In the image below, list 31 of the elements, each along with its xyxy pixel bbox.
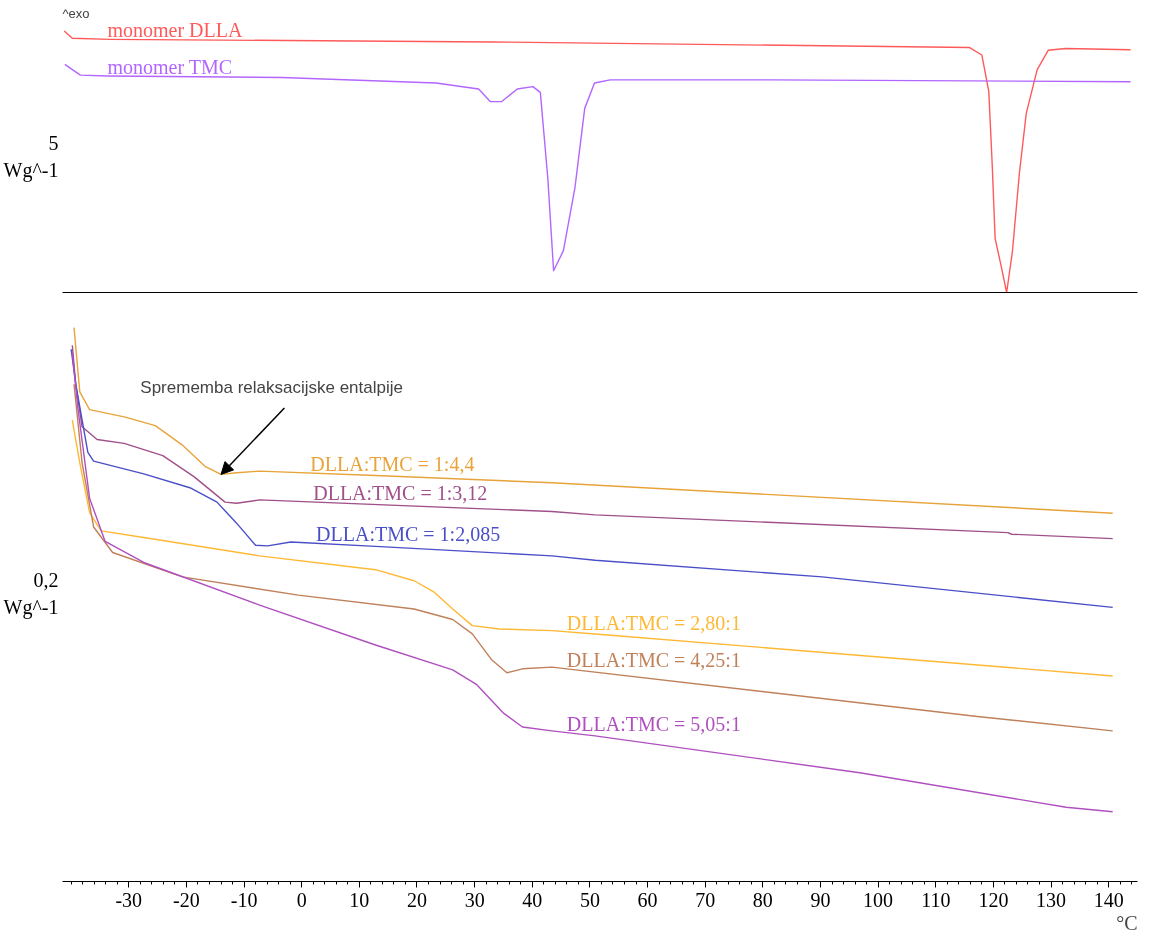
x-tick-label: 20 <box>406 888 427 911</box>
x-tick-label: 30 <box>464 888 485 911</box>
series-label: monomer TMC <box>107 55 233 78</box>
x-tick-label: 0 <box>296 888 307 911</box>
series-label: DLLA:TMC = 1:4,4 <box>310 453 475 476</box>
x-axis-title: °C <box>1116 911 1138 934</box>
series-label: DLLA:TMC = 4,25:1 <box>566 648 741 671</box>
y-axis-title: 0,2 Wg^-1 <box>3 569 59 619</box>
x-tick-label: 10 <box>349 888 370 911</box>
x-tick-label: 140 <box>1093 888 1124 911</box>
x-tick-label: -20 <box>173 888 200 911</box>
x-tick-label: -10 <box>230 888 258 911</box>
x-tick-label: 110 <box>921 888 951 911</box>
series-label: DLLA:TMC = 5,05:1 <box>566 712 741 735</box>
x-tick-label: 120 <box>978 888 1009 911</box>
x-tick-label: 60 <box>637 888 658 911</box>
x-tick-label: 50 <box>579 888 600 911</box>
series-label: monomer DLLA <box>107 19 243 42</box>
series-label: DLLA:TMC = 1:3,12 <box>313 482 488 505</box>
series-label: DLLA:TMC = 2,80:1 <box>566 611 741 634</box>
x-tick-label: 70 <box>695 888 716 911</box>
x-tick-label: 130 <box>1036 888 1067 911</box>
x-tick-label: 40 <box>522 888 543 911</box>
x-tick-label: -30 <box>115 888 143 911</box>
x-tick-label: 90 <box>810 888 831 911</box>
annotation: Sprememba relaksacijske entalpije <box>140 377 403 397</box>
x-tick-label: 100 <box>863 888 894 911</box>
y-axis-title: 5 Wg^-1 <box>3 132 59 182</box>
series-label: DLLA:TMC = 1:2,085 <box>316 523 501 546</box>
text: ^exo <box>62 5 90 21</box>
x-tick-label: 80 <box>752 888 773 911</box>
